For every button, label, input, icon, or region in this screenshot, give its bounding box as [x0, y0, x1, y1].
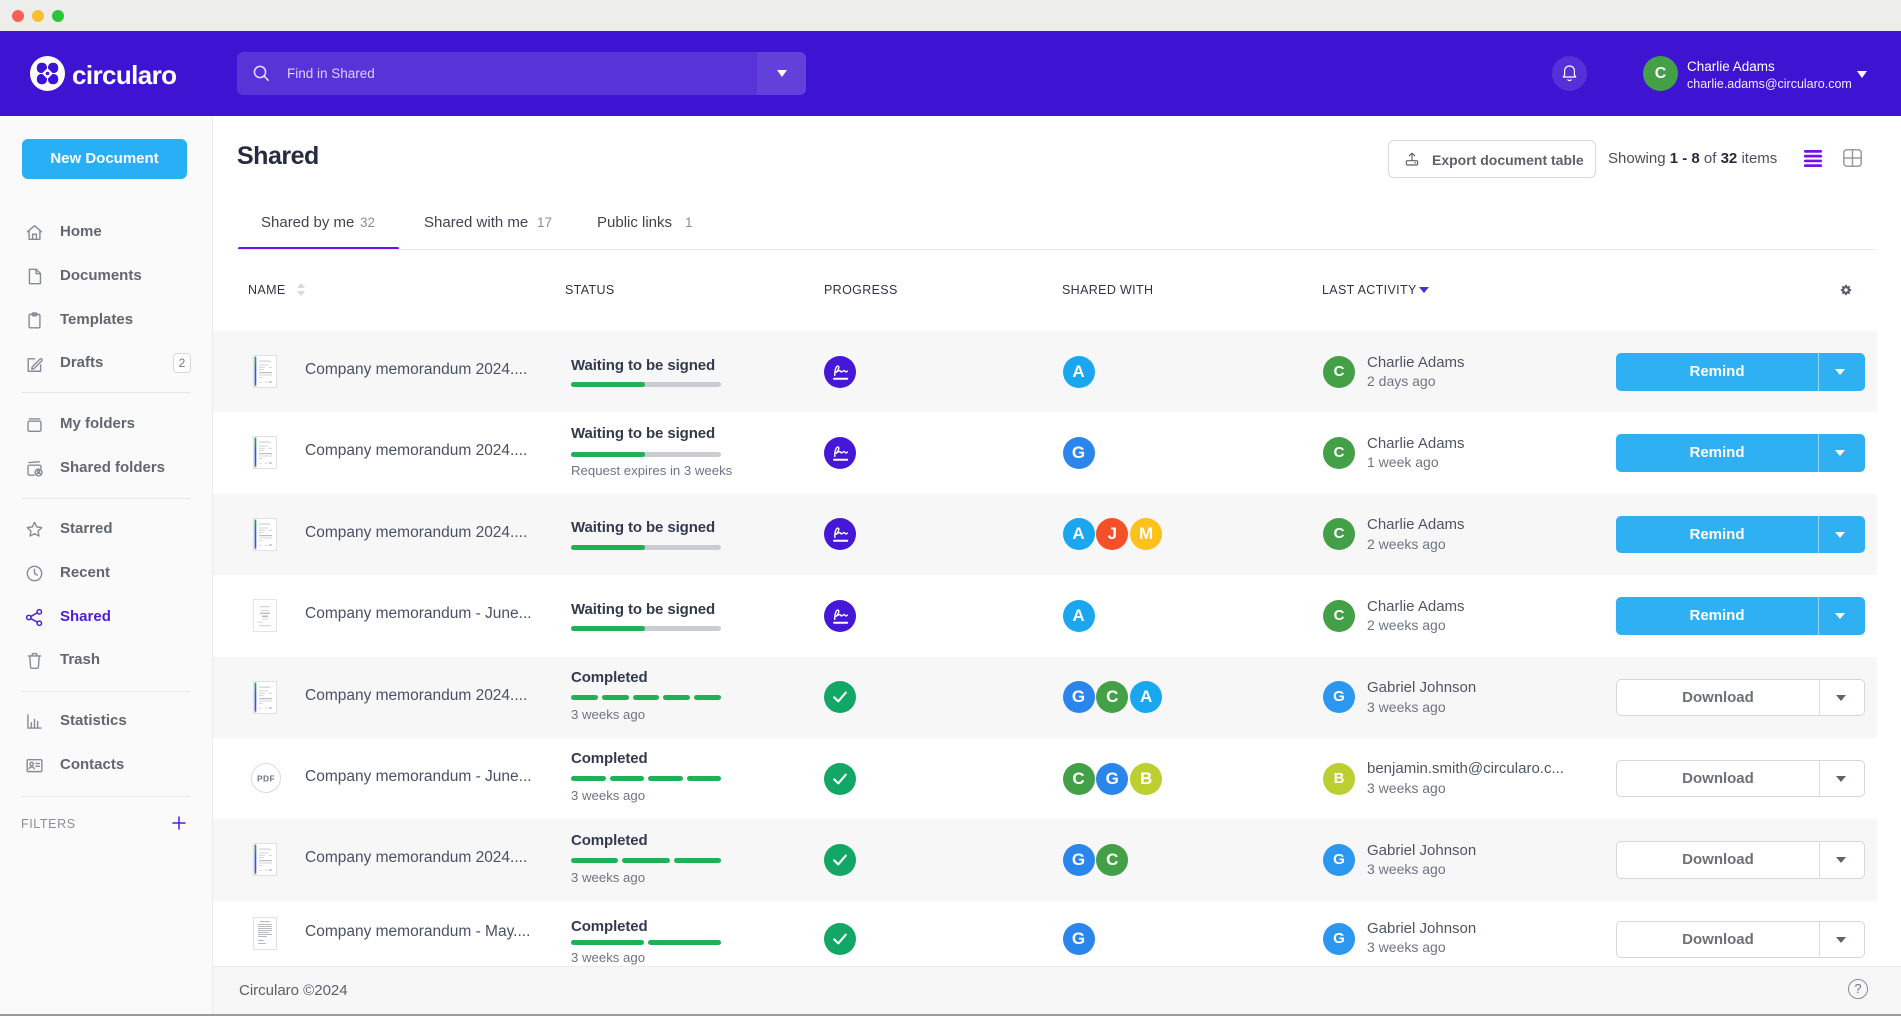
svg-text:PDF: PDF: [257, 773, 275, 783]
